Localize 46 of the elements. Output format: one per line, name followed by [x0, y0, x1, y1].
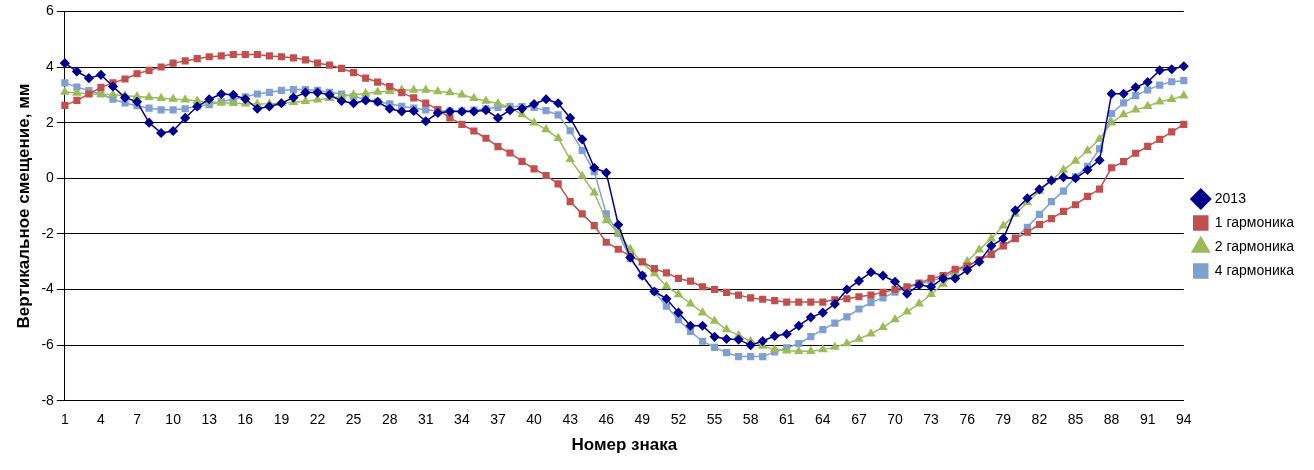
- x-tick-label: 25: [345, 411, 362, 428]
- y-tick-label: -4: [41, 280, 55, 297]
- legend-label: 2 гармоника: [1214, 237, 1295, 254]
- x-tick-label: 40: [526, 411, 543, 428]
- legend-label: 4 гармоника: [1214, 261, 1295, 278]
- y-tick-label: 6: [46, 2, 55, 19]
- x-tick-label: 13: [201, 411, 218, 428]
- x-tick-label: 82: [1031, 411, 1048, 428]
- x-tick-label: 4: [97, 411, 106, 428]
- y-tick-label: 2: [46, 113, 55, 130]
- x-tick-label: 31: [418, 411, 434, 428]
- legend-label: 2013: [1214, 189, 1247, 206]
- y-tick-label: -2: [41, 224, 55, 241]
- x-tick-label: 34: [454, 411, 470, 428]
- legend-label: 1 гармоника: [1214, 213, 1295, 230]
- x-tick-label: 88: [1103, 411, 1120, 428]
- x-axis-title: Номер знака: [571, 435, 678, 455]
- y-axis-title: Вертикальное смещение, мм: [13, 83, 33, 329]
- x-tick-label: 52: [670, 411, 687, 428]
- x-tick-label: 58: [742, 411, 759, 428]
- x-tick-label: 55: [706, 411, 723, 428]
- x-tick-label: 37: [490, 411, 506, 428]
- x-tick-label: 67: [851, 411, 867, 428]
- x-tick-label: 46: [598, 411, 615, 428]
- x-tick-label: 64: [815, 411, 831, 428]
- y-tick-label: 0: [46, 169, 55, 186]
- x-tick-label: 73: [923, 411, 940, 428]
- x-tick-label: 94: [1175, 411, 1192, 428]
- x-tick-label: 61: [778, 411, 795, 428]
- x-tick-label: 19: [273, 411, 290, 428]
- x-tick-label: 22: [309, 411, 326, 428]
- y-tick-label: 4: [46, 57, 55, 74]
- x-tick-label: 16: [237, 411, 254, 428]
- x-tick-label: 49: [634, 411, 651, 428]
- x-tick-label: 7: [133, 411, 142, 428]
- y-tick-label: -8: [41, 391, 55, 408]
- x-tick-label: 91: [1139, 411, 1156, 428]
- y-tick-label: -6: [41, 336, 55, 353]
- x-tick-label: 79: [995, 411, 1012, 428]
- x-tick-label: 1: [60, 411, 69, 428]
- x-tick-label: 85: [1067, 411, 1084, 428]
- x-tick-label: 43: [562, 411, 579, 428]
- x-tick-label: 70: [887, 411, 904, 428]
- x-tick-label: 28: [381, 411, 398, 428]
- x-tick-label: 10: [165, 411, 182, 428]
- x-tick-label: 76: [959, 411, 976, 428]
